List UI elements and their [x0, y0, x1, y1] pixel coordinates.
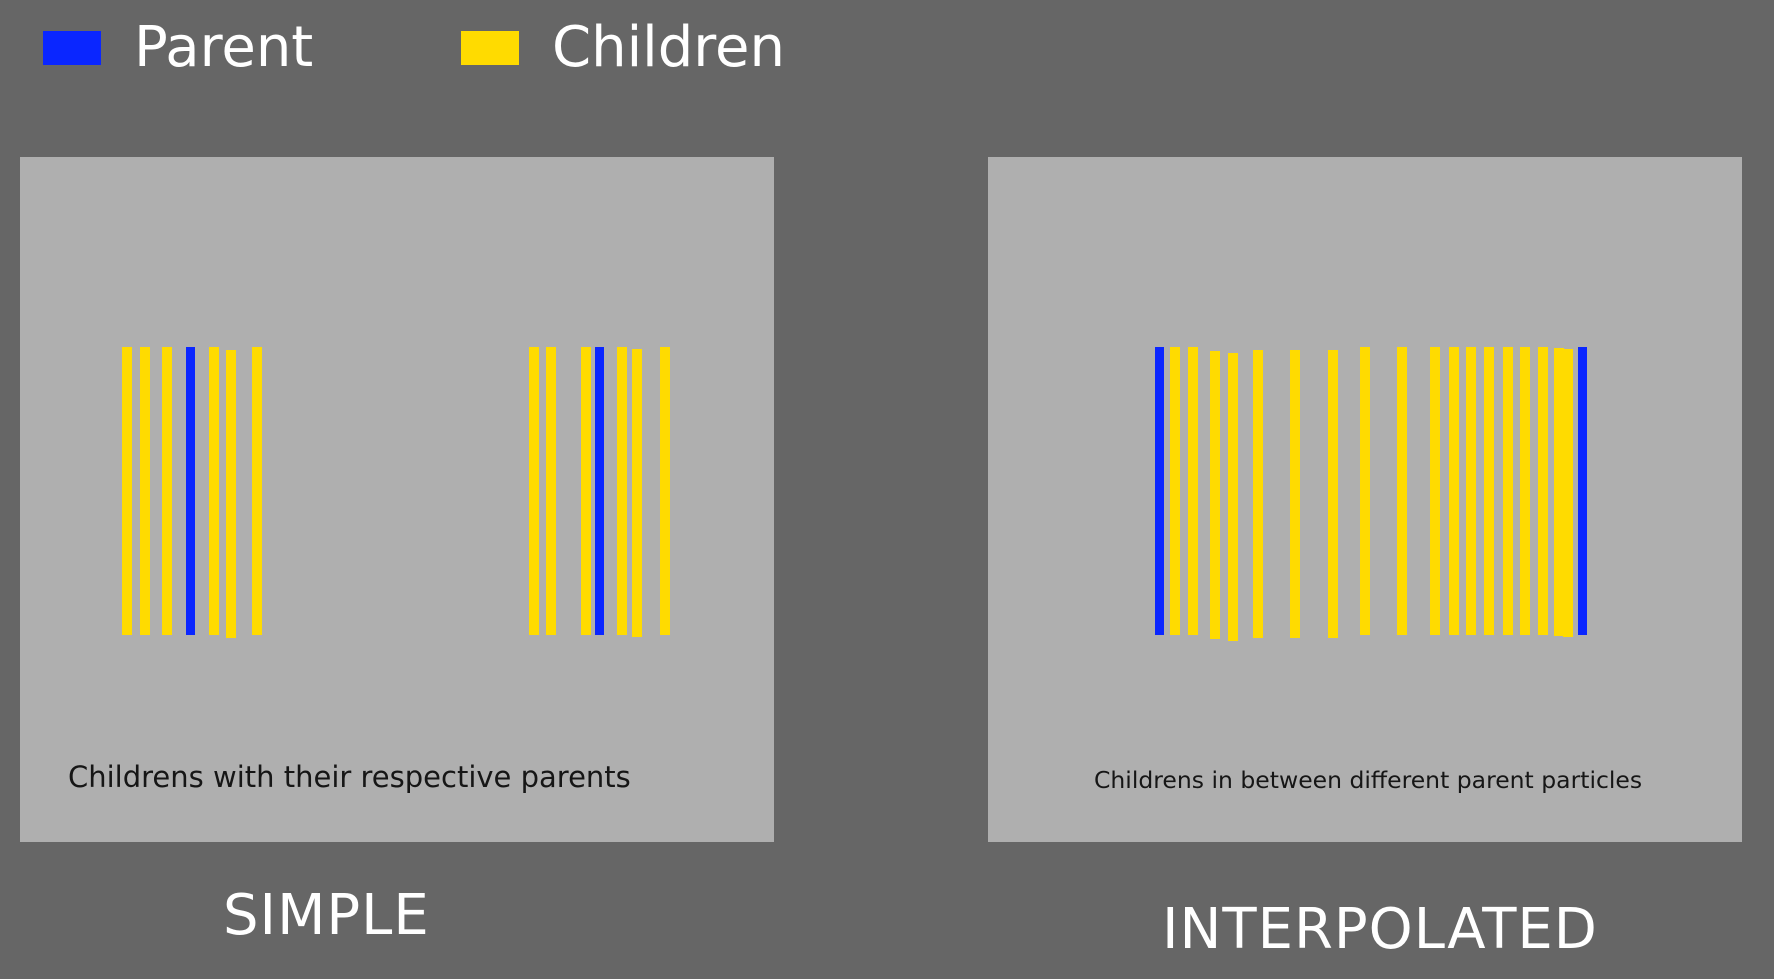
child-bar	[226, 350, 236, 638]
child-bar	[1210, 351, 1220, 639]
simple-caption: Childrens with their respective parents	[68, 760, 631, 794]
child-bar	[209, 347, 219, 635]
child-bar	[122, 347, 132, 635]
child-bar	[546, 347, 556, 635]
interpolated-caption: Childrens in between different parent pa…	[1094, 766, 1643, 794]
child-bar	[581, 347, 591, 635]
child-bar	[162, 347, 172, 635]
parent-bar	[1578, 347, 1587, 635]
child-bar	[1397, 347, 1407, 635]
parent-bar	[595, 347, 604, 635]
legend-children-label: Children	[552, 15, 785, 80]
child-bar	[1188, 347, 1198, 635]
child-bar	[1520, 347, 1530, 635]
legend-parent: Parent	[43, 8, 313, 88]
simple-panel: Childrens with their respective parents	[20, 157, 774, 842]
child-bar	[617, 347, 627, 635]
child-bar	[1449, 347, 1459, 635]
child-bar	[1290, 350, 1300, 638]
child-bar	[1466, 347, 1476, 635]
legend-parent-swatch	[43, 31, 101, 65]
child-bar	[632, 349, 642, 637]
child-bar	[1360, 347, 1370, 635]
parent-bar	[1155, 347, 1164, 635]
legend-parent-label: Parent	[134, 15, 314, 80]
child-bar	[1503, 347, 1513, 635]
child-bar	[1253, 350, 1263, 638]
child-bar	[1563, 349, 1573, 637]
child-bar	[660, 347, 670, 635]
child-bar	[1228, 353, 1238, 641]
interpolated-title: INTERPOLATED	[1162, 897, 1598, 962]
child-bar	[140, 347, 150, 635]
child-bar	[529, 347, 539, 635]
child-bar	[252, 347, 262, 635]
parent-bar	[186, 347, 195, 635]
child-bar	[1170, 347, 1180, 635]
child-bar	[1328, 350, 1338, 638]
simple-title: SIMPLE	[223, 883, 430, 948]
child-bar	[1538, 347, 1548, 635]
child-bar	[1484, 347, 1494, 635]
child-bar	[1554, 348, 1564, 636]
interpolated-panel: Childrens in between different parent pa…	[988, 157, 1742, 842]
legend-children-swatch	[461, 31, 519, 65]
legend-children: Children	[461, 8, 785, 88]
child-bar	[1430, 347, 1440, 635]
